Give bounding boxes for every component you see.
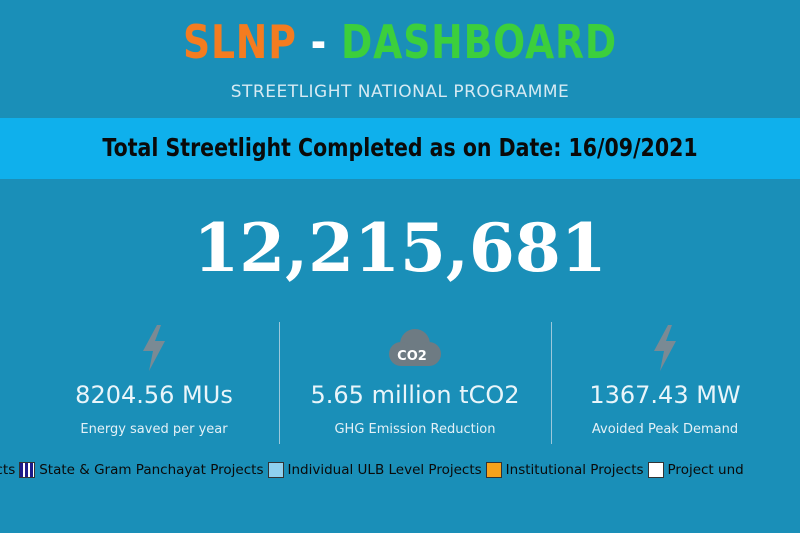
co2-cloud-icon: CO2 <box>295 322 535 374</box>
title-dashboard: DASHBOARD <box>341 15 618 69</box>
title-separator: - <box>296 15 342 69</box>
project-legend: Projects State & Gram Panchayat Projects… <box>0 462 800 484</box>
stat-energy-saved: 8204.56 MUs Energy saved per year <box>34 322 274 437</box>
co2-text: CO2 <box>397 349 427 364</box>
stat-label: Avoided Peak Demand <box>591 422 739 437</box>
lightning-icon <box>545 322 785 374</box>
legend-label: Individual ULB Level Projects <box>287 462 482 478</box>
divider <box>551 322 552 444</box>
legend-item-projects[interactable]: Projects <box>0 462 15 478</box>
legend-item-state-gram-panchayat[interactable]: State & Gram Panchayat Projects <box>19 462 264 478</box>
divider <box>279 322 280 444</box>
legend-swatch <box>647 462 664 478</box>
stat-ghg-reduction: CO2 5.65 million tCO2 GHG Emission Reduc… <box>295 322 535 437</box>
legend-label: Projects <box>0 462 16 478</box>
total-streetlights-count: 12,215,681 <box>193 209 607 287</box>
legend-label: Institutional Projects <box>505 462 644 478</box>
legend-label: Project und <box>667 462 744 478</box>
legend-label: State & Gram Panchayat Projects <box>39 462 264 478</box>
stat-value: 5.65 million tCO2 <box>310 381 520 409</box>
title-slnp: SLNP <box>182 15 297 69</box>
completion-banner-text: Total Streetlight Completed as on Date: … <box>102 133 698 162</box>
completion-banner <box>0 118 800 179</box>
stat-value: 8204.56 MUs <box>75 381 233 409</box>
lightning-icon <box>34 322 274 374</box>
stat-peak-demand: 1367.43 MW Avoided Peak Demand <box>545 322 785 437</box>
legend-swatch <box>267 462 284 478</box>
legend-swatch <box>485 462 502 478</box>
legend-item-individual-ulb[interactable]: Individual ULB Level Projects <box>267 462 482 478</box>
page-subtitle: STREETLIGHT NATIONAL PROGRAMME <box>230 82 570 102</box>
stat-value: 1367.43 MW <box>589 381 741 409</box>
legend-item-institutional[interactable]: Institutional Projects <box>485 462 644 478</box>
legend-item-project-under[interactable]: Project und <box>647 462 744 478</box>
legend-swatch <box>19 462 36 478</box>
page-title: SLNP - DASHBOARD <box>72 14 728 70</box>
stat-label: Energy saved per year <box>80 422 228 437</box>
stat-label: GHG Emission Reduction <box>334 422 496 437</box>
